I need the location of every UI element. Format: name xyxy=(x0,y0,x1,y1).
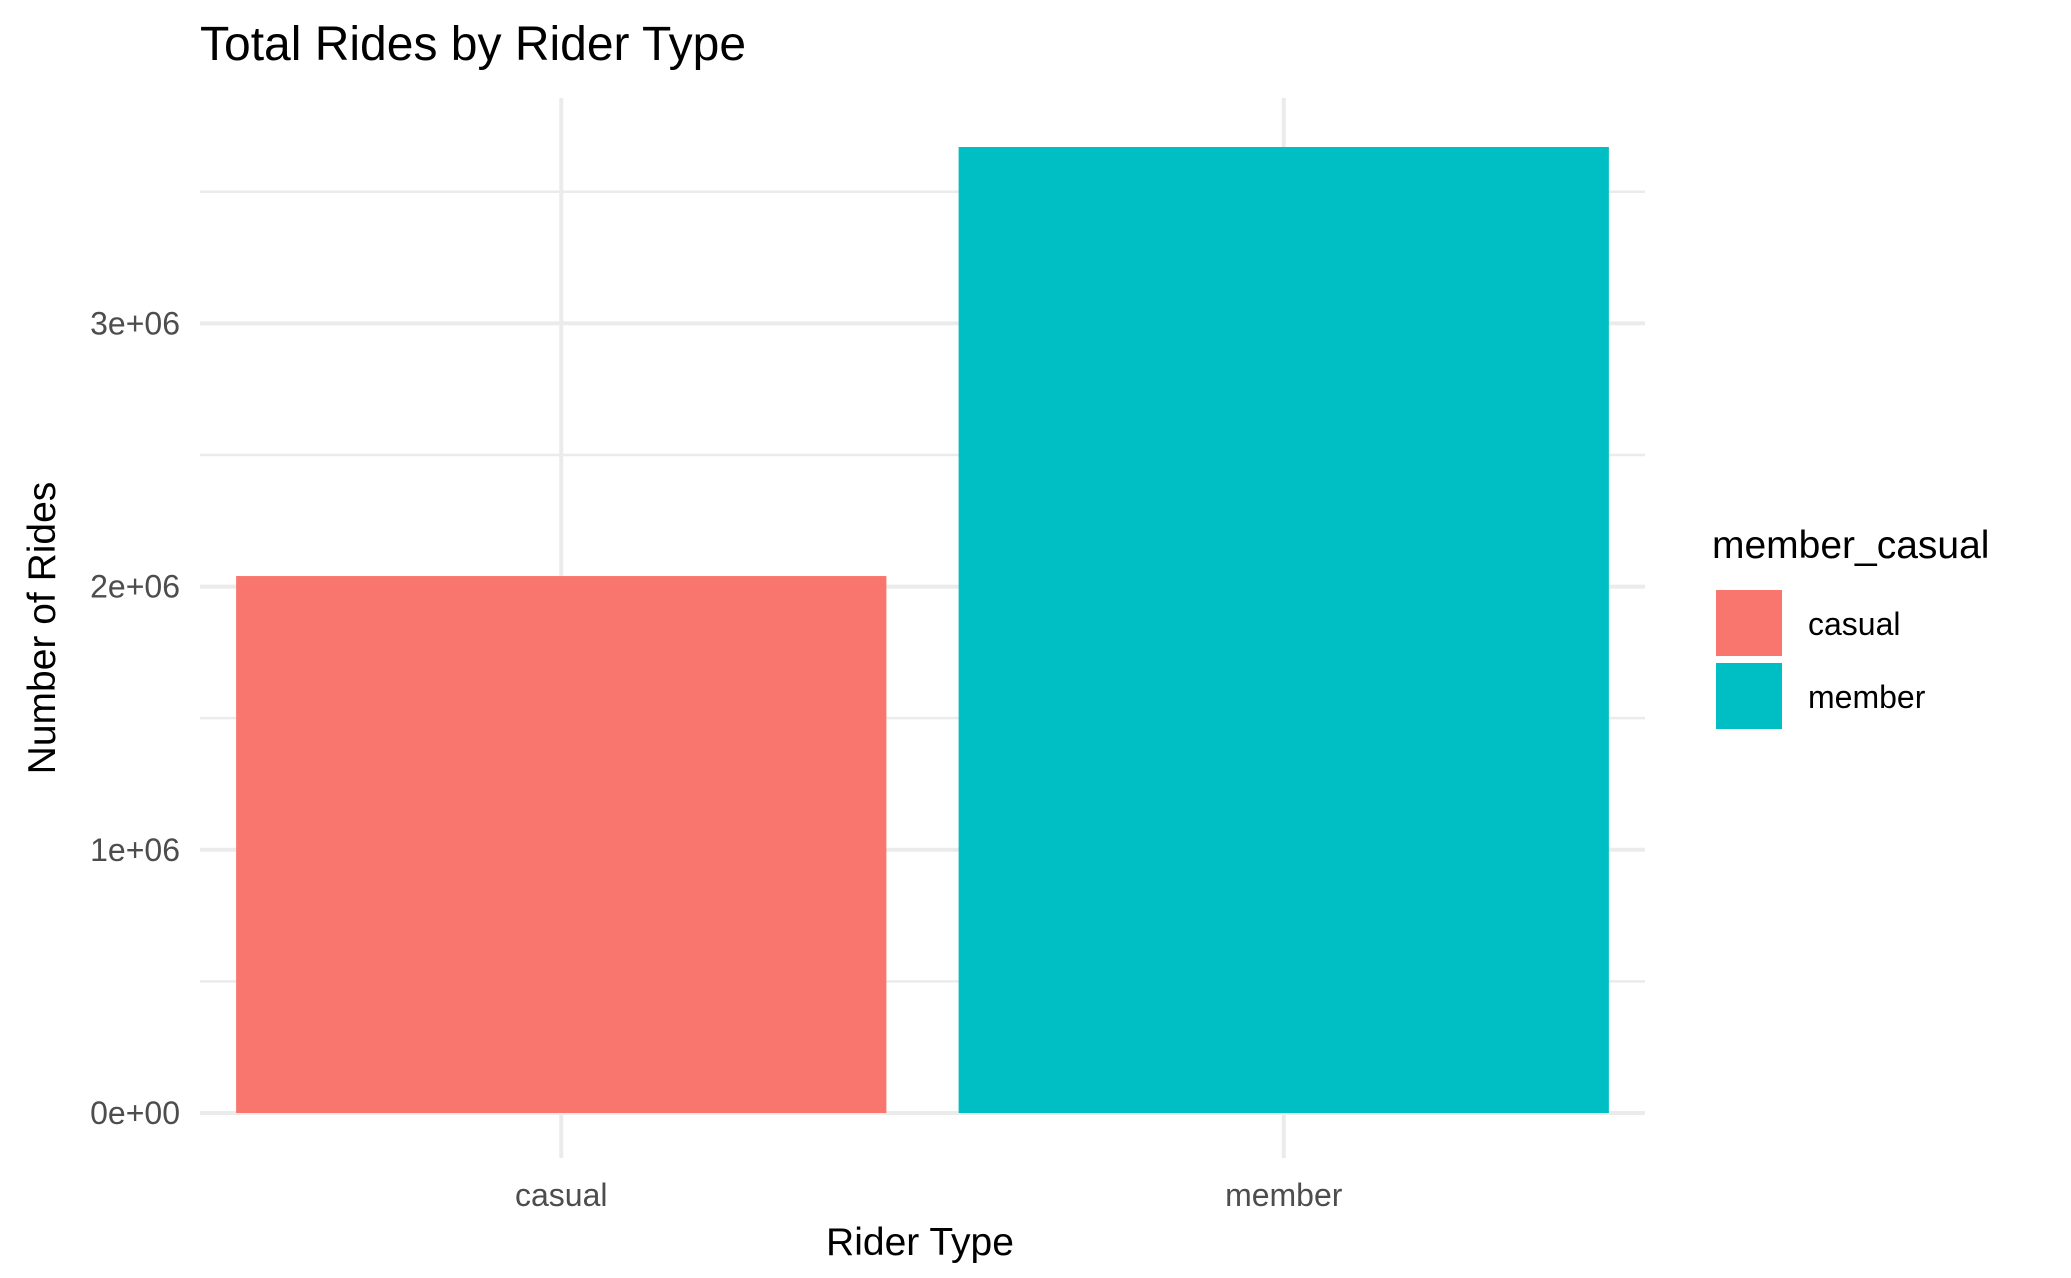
legend-label-member: member xyxy=(1808,679,1926,715)
legend: member_casual casual member xyxy=(1712,524,1989,729)
chart-title: Total Rides by Rider Type xyxy=(200,18,746,71)
x-axis-ticks: casual member xyxy=(515,1177,1343,1213)
y-tick-label: 0e+00 xyxy=(90,1095,180,1131)
y-tick-label: 1e+06 xyxy=(90,832,180,868)
bar-casual xyxy=(236,576,887,1113)
bar-member xyxy=(958,147,1609,1113)
y-tick-label: 3e+06 xyxy=(90,305,180,341)
legend-title: member_casual xyxy=(1712,524,1989,567)
x-tick-label: casual xyxy=(515,1177,608,1213)
y-axis-ticks: 0e+00 1e+06 2e+06 3e+06 xyxy=(90,305,180,1131)
y-axis-title: Number of Rides xyxy=(21,482,64,775)
legend-label-casual: casual xyxy=(1808,606,1901,642)
x-axis-title: Rider Type xyxy=(826,1221,1014,1264)
bars xyxy=(236,147,1609,1113)
legend-swatch-member xyxy=(1716,663,1782,729)
y-tick-label: 2e+06 xyxy=(90,569,180,605)
x-tick-label: member xyxy=(1225,1177,1343,1213)
legend-swatch-casual xyxy=(1716,590,1782,656)
